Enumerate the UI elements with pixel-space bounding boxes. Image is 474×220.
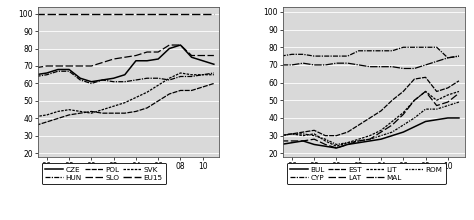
Legend: BUL, CYP, EST, LAT, LIT, MAL, ROM: BUL, CYP, EST, LAT, LIT, MAL, ROM [287,163,446,184]
Legend: CZE, HUN, POL, SLO, SVK, EU15: CZE, HUN, POL, SLO, SVK, EU15 [42,163,166,184]
